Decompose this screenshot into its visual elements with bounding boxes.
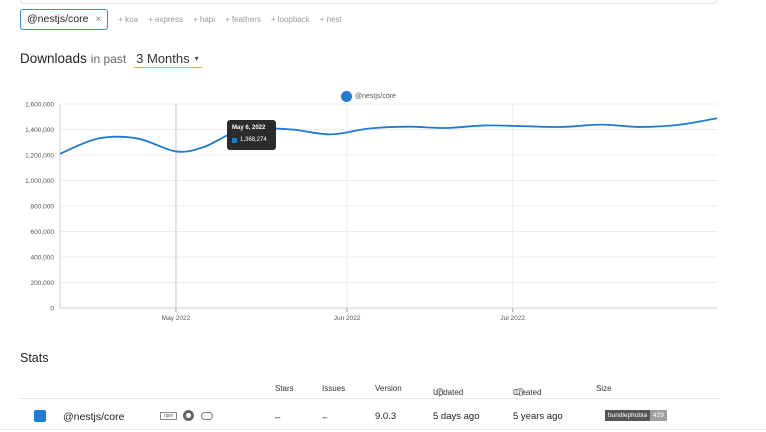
size-badge[interactable]: bundlephobia 429 — [605, 410, 667, 421]
legend-label: @nestjs/core — [355, 93, 396, 100]
help-icon[interactable]: ? — [436, 388, 444, 396]
remove-package-icon[interactable]: × — [95, 13, 102, 25]
y-tick-label: 1,200,000 — [25, 153, 54, 160]
downloads-in-past: in past — [90, 52, 127, 66]
chart-legend: @nestjs/core — [341, 91, 396, 102]
chart-tooltip: May 6, 2022 1,368,274 — [227, 120, 276, 150]
y-tick-label: 600,000 — [31, 229, 55, 236]
suggestion-express[interactable]: + express — [148, 14, 183, 24]
stats-table-header: Stars Issues Version Updated? Created? S… — [0, 380, 766, 398]
y-tick-label: 1,400,000 — [25, 127, 54, 134]
tooltip-swatch — [232, 137, 237, 143]
y-tick-label: 1,600,000 — [25, 102, 54, 109]
search-box-edge — [20, 0, 717, 4]
series-line — [59, 117, 718, 155]
period-value: 3 Months — [136, 51, 190, 66]
selected-package-chip[interactable]: @nestjs/core × — [20, 8, 109, 30]
github-icon[interactable] — [183, 410, 194, 421]
header-version: Version — [375, 384, 402, 393]
header-divider — [20, 398, 720, 399]
downloads-chart-svg: 0 200,000 400,000 600,000 800,000 1,000,000 1,… — [25, 102, 718, 322]
table-row: @nestjs/core npm – – 9.0.3 5 days ago 5 … — [0, 405, 766, 427]
y-tick-label: 200,000 — [31, 280, 55, 287]
cell-stars: – — [275, 412, 281, 423]
legend-swatch[interactable] — [341, 91, 352, 102]
series-color-swatch[interactable] — [34, 410, 46, 422]
header-size: Size — [596, 384, 612, 393]
suggestion-loopback[interactable]: + loopback — [270, 14, 310, 24]
badge-value: 429 — [650, 410, 667, 421]
header-issues: Issues — [322, 384, 346, 393]
y-tick-label: 1,000,000 — [25, 178, 54, 185]
bottom-divider — [0, 429, 766, 430]
downloads-chart[interactable]: 0 200,000 400,000 600,000 800,000 1,000,000 1,… — [0, 86, 766, 326]
cell-version: 9.0.3 — [375, 411, 397, 422]
x-tick-label: Jul 2022 — [500, 315, 525, 322]
y-tick-label: 400,000 — [31, 255, 55, 262]
package-suggestions: + koa + express + hapi + feathers + loop… — [118, 15, 351, 24]
downloads-title: Downloads — [20, 51, 87, 66]
suggestion-feathers[interactable]: + feathers — [225, 14, 261, 24]
cell-issues: – — [322, 412, 328, 423]
link-icon[interactable] — [201, 411, 213, 420]
period-select[interactable]: 3 Months ▾ — [134, 51, 202, 68]
downloads-heading: Downloads in past 3 Months ▾ — [20, 51, 202, 68]
cell-created: 5 years ago — [513, 411, 563, 422]
header-created-label: Created — [513, 388, 542, 397]
tooltip-date: May 6, 2022 — [232, 125, 266, 131]
chevron-down-icon: ▾ — [194, 54, 199, 63]
x-tick-label: May 2022 — [162, 315, 191, 322]
package-bar: @nestjs/core × + koa + express + hapi + … — [20, 8, 352, 30]
help-icon[interactable]: ? — [516, 388, 524, 396]
row-links: npm — [160, 410, 213, 421]
tooltip-value: 1,368,274 — [240, 137, 267, 143]
badge-label: bundlephobia — [605, 410, 651, 421]
stats-title: Stats — [20, 351, 49, 365]
selected-package-label: @nestjs/core — [27, 13, 89, 25]
header-stars: Stars — [275, 384, 294, 393]
y-tick-label: 0 — [50, 306, 54, 313]
row-package-name[interactable]: @nestjs/core — [63, 411, 125, 423]
y-tick-label: 800,000 — [31, 204, 55, 211]
tooltip-value-row: 1,368,274 — [232, 137, 271, 143]
header-updated-label: Updated — [433, 388, 464, 397]
suggestion-nest[interactable]: + nest — [319, 14, 342, 24]
x-tick-label: Jun 2022 — [334, 315, 361, 322]
suggestion-hapi[interactable]: + hapi — [192, 14, 216, 24]
suggestion-koa[interactable]: + koa — [118, 14, 139, 24]
npm-icon[interactable]: npm — [160, 411, 177, 420]
cell-updated: 5 days ago — [433, 411, 480, 422]
